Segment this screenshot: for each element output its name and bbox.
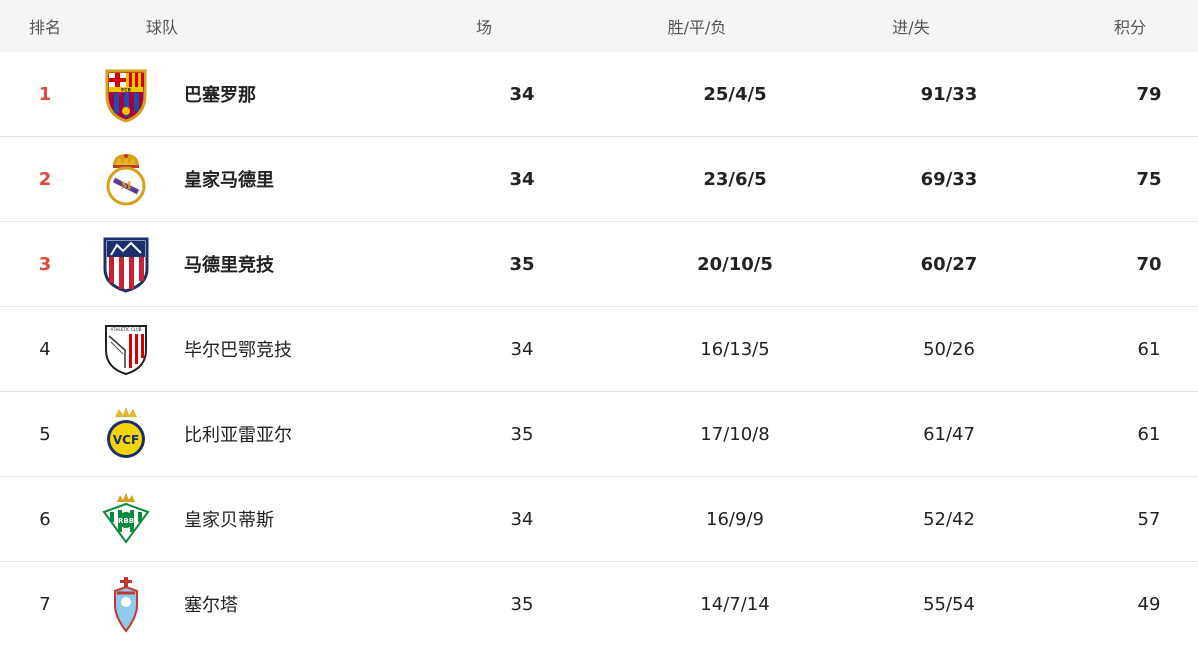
win-draw-loss: 20/10/5: [697, 253, 773, 275]
rank: 7: [39, 593, 51, 615]
header-wdl: 胜/平/负: [667, 18, 727, 37]
team-name[interactable]: 比利亚雷亚尔: [184, 425, 292, 446]
points: 79: [1136, 83, 1162, 105]
team-name[interactable]: 巴塞罗那: [184, 85, 256, 106]
rank: 2: [38, 168, 52, 190]
table-row[interactable]: 1 FCB 巴塞罗那 34 25/4/5 91/33 79: [0, 52, 1198, 137]
table-row[interactable]: 6 RBB 皇家贝蒂斯 34 16/9/9 52/42 57: [0, 477, 1198, 562]
points: 61: [1137, 338, 1161, 360]
athletic-club-crest-icon: ATHLETIC CLUB: [90, 320, 162, 378]
team-name[interactable]: 毕尔巴鄂竞技: [184, 340, 292, 361]
rank: 1: [38, 83, 52, 105]
table-row[interactable]: 3 马德里竞技 35 20/10/5 60/27 70: [0, 222, 1198, 307]
header-points: 积分: [1113, 18, 1146, 37]
rank: 6: [39, 508, 51, 530]
played: 35: [510, 593, 534, 615]
svg-text:FCB: FCB: [121, 88, 131, 94]
points: 70: [1136, 253, 1162, 275]
table-row[interactable]: 4 ATHLETIC CLUB 毕尔巴鄂竞技 34 16/13/5 50/26 …: [0, 307, 1198, 392]
points: 61: [1137, 423, 1161, 445]
svg-text:RBB: RBB: [118, 517, 134, 525]
win-draw-loss: 17/10/8: [700, 423, 770, 445]
header-team: 球队: [146, 18, 179, 37]
table-row[interactable]: 5 VCF 比利亚雷亚尔 35 17/10/8 61/47 61: [0, 392, 1198, 477]
svg-text:VCF: VCF: [113, 433, 139, 447]
played: 34: [509, 83, 535, 105]
rank: 3: [38, 253, 52, 275]
goals-for-against: 60/27: [920, 253, 978, 275]
win-draw-loss: 23/6/5: [703, 168, 767, 190]
points: 75: [1136, 168, 1162, 190]
win-draw-loss: 16/9/9: [706, 508, 764, 530]
goals-for-against: 61/47: [923, 423, 975, 445]
svg-text:ATHLETIC CLUB: ATHLETIC CLUB: [111, 327, 142, 332]
table-header: 排名 球队 场 胜/平/负 进/失 积分: [0, 0, 1198, 52]
header-goals: 进/失: [892, 18, 930, 37]
goals-for-against: 52/42: [923, 508, 975, 530]
real-betis-crest-icon: RBB: [90, 490, 162, 548]
team-name[interactable]: 马德里竞技: [184, 255, 274, 276]
goals-for-against: 91/33: [920, 83, 978, 105]
goals-for-against: 50/26: [923, 338, 975, 360]
points: 49: [1137, 593, 1161, 615]
real-madrid-crest-icon: M: [90, 150, 162, 208]
points: 57: [1137, 508, 1161, 530]
played: 34: [510, 338, 534, 360]
rank: 5: [39, 423, 51, 445]
win-draw-loss: 14/7/14: [700, 593, 770, 615]
win-draw-loss: 16/13/5: [700, 338, 770, 360]
played: 35: [509, 253, 535, 275]
team-name[interactable]: 皇家马德里: [184, 170, 274, 191]
atletico-madrid-crest-icon: [90, 235, 162, 293]
barcelona-crest-icon: FCB: [90, 65, 162, 123]
rank: 4: [39, 338, 51, 360]
goals-for-against: 55/54: [923, 593, 975, 615]
win-draw-loss: 25/4/5: [703, 83, 767, 105]
svg-text:M: M: [120, 181, 131, 192]
goals-for-against: 69/33: [920, 168, 978, 190]
villarreal-crest-icon: VCF: [90, 405, 162, 463]
header-played: 场: [475, 18, 492, 37]
table-row[interactable]: 7 塞尔塔 35 14/7/14 55/54 49: [0, 562, 1198, 646]
header-rank: 排名: [28, 18, 61, 37]
team-name[interactable]: 塞尔塔: [184, 595, 238, 616]
played: 35: [510, 423, 534, 445]
played: 34: [510, 508, 534, 530]
team-name[interactable]: 皇家贝蒂斯: [184, 510, 274, 531]
played: 34: [509, 168, 535, 190]
celta-vigo-crest-icon: [90, 573, 162, 635]
table-row[interactable]: 2 M 皇家马德里 34 23/6/5 69/33 75: [0, 137, 1198, 222]
